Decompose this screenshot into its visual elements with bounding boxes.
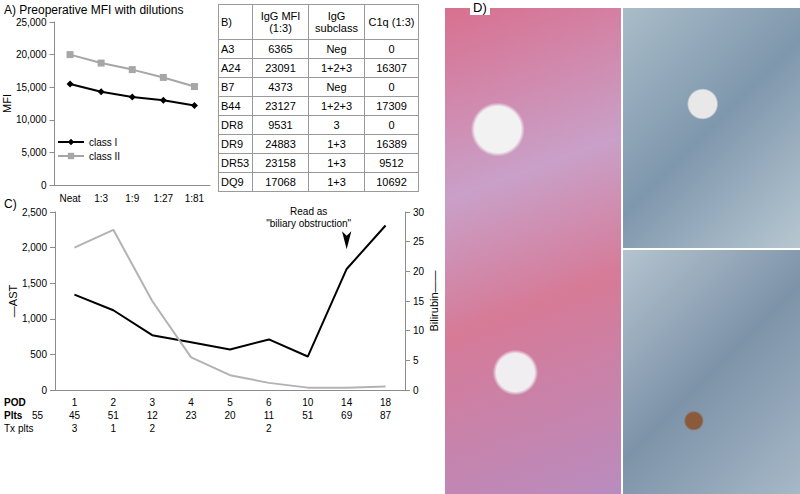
html-text:Neg: Neg xyxy=(326,43,347,55)
svg-text:1,000: 1,000 xyxy=(22,313,47,324)
svg-text:1: 1 xyxy=(111,423,117,434)
svg-text:30: 30 xyxy=(413,207,425,218)
html-text:9531: 9531 xyxy=(268,119,293,131)
svg-text:11: 11 xyxy=(264,410,275,421)
svg-text:15: 15 xyxy=(413,296,425,307)
html-text:B7: B7 xyxy=(221,81,235,93)
html-text:1+2+3: 1+2+3 xyxy=(320,100,353,112)
html-text:1+2+3: 1+2+3 xyxy=(320,62,353,74)
svg-text:87: 87 xyxy=(380,410,392,421)
svg-text:2,000: 2,000 xyxy=(22,242,47,253)
svg-text:Neat: Neat xyxy=(59,193,80,204)
html-text:C1q (1:3): C1q (1:3) xyxy=(368,16,415,28)
svg-text:1,500: 1,500 xyxy=(22,278,47,289)
html-text:DQ9: DQ9 xyxy=(221,176,244,188)
svg-text:0: 0 xyxy=(41,180,47,191)
html-text:10692: 10692 xyxy=(376,176,407,188)
svg-text:POD: POD xyxy=(4,397,26,408)
html-text:16307: 16307 xyxy=(376,62,407,74)
svg-text:2: 2 xyxy=(111,397,117,408)
html-text:IgG subclass: IgG subclass xyxy=(315,10,358,34)
html-text:B44: B44 xyxy=(221,100,241,112)
html-text:0: 0 xyxy=(388,81,395,93)
svg-text:Tx plts: Tx plts xyxy=(4,423,33,434)
svg-text:10: 10 xyxy=(302,397,314,408)
svg-text:4: 4 xyxy=(188,397,194,408)
html-text:DR9: DR9 xyxy=(221,138,243,150)
svg-text:12: 12 xyxy=(147,410,159,421)
svg-text:69: 69 xyxy=(341,410,353,421)
svg-text:25,000: 25,000 xyxy=(16,17,47,28)
svg-text:Plts: Plts xyxy=(4,410,23,421)
svg-text:—AST: —AST xyxy=(7,285,19,318)
html-text:DR8: DR8 xyxy=(221,119,243,131)
svg-text:"biliary obstruction": "biliary obstruction" xyxy=(266,218,351,229)
html-text:17068: 17068 xyxy=(265,176,296,188)
html-text:A24: A24 xyxy=(221,62,241,74)
svg-text:25: 25 xyxy=(413,236,425,247)
svg-text:55: 55 xyxy=(32,410,44,421)
svg-text:3: 3 xyxy=(72,423,78,434)
svg-text:1:9: 1:9 xyxy=(125,193,139,204)
svg-text:5,000: 5,000 xyxy=(21,147,46,158)
svg-text:5: 5 xyxy=(227,397,233,408)
svg-text:0: 0 xyxy=(41,385,47,396)
svg-text:class II: class II xyxy=(89,151,120,162)
svg-text:20,000: 20,000 xyxy=(16,49,47,60)
svg-text:2,500: 2,500 xyxy=(22,207,47,218)
html-text:3: 3 xyxy=(333,119,340,131)
html-text:4373: 4373 xyxy=(268,81,293,93)
svg-text:0: 0 xyxy=(413,385,419,396)
svg-text:18: 18 xyxy=(380,397,392,408)
svg-text:1:27: 1:27 xyxy=(154,193,174,204)
svg-text:51: 51 xyxy=(302,410,314,421)
html-text:IgG MFI (1:3): IgG MFI (1:3) xyxy=(260,10,301,34)
html-text:23091: 23091 xyxy=(265,62,296,74)
html-text:6365: 6365 xyxy=(268,43,293,55)
html-text:17309: 17309 xyxy=(376,100,407,112)
svg-text:15,000: 15,000 xyxy=(16,82,47,93)
html-text:9512: 9512 xyxy=(379,157,404,169)
svg-text:2: 2 xyxy=(149,423,155,434)
html-text:D): D) xyxy=(473,0,487,15)
html-text:23127: 23127 xyxy=(265,100,296,112)
svg-text:45: 45 xyxy=(69,410,81,421)
svg-text:2: 2 xyxy=(266,423,272,434)
svg-text:500: 500 xyxy=(30,349,47,360)
svg-text:C): C) xyxy=(4,197,17,211)
html-text:Neg: Neg xyxy=(326,81,347,93)
html-text:16389: 16389 xyxy=(376,138,407,150)
svg-text:class I: class I xyxy=(89,137,117,148)
html-text:1+3: 1+3 xyxy=(327,138,346,150)
svg-text:10,000: 10,000 xyxy=(16,114,47,125)
svg-text:20: 20 xyxy=(224,410,236,421)
html-text:A3: A3 xyxy=(221,43,235,55)
html-text:B): B) xyxy=(221,16,232,28)
html-text:24883: 24883 xyxy=(265,138,296,150)
html-text:1+3: 1+3 xyxy=(327,176,346,188)
svg-text:20: 20 xyxy=(413,266,425,277)
svg-text:Read as: Read as xyxy=(290,206,327,217)
svg-text:23: 23 xyxy=(186,410,198,421)
svg-text:A) Preoperative MFI with dilut: A) Preoperative MFI with dilutions xyxy=(4,3,183,17)
svg-text:10: 10 xyxy=(413,325,425,336)
svg-text:MFI: MFI xyxy=(1,94,13,113)
svg-text:1: 1 xyxy=(72,397,78,408)
svg-text:5: 5 xyxy=(413,355,419,366)
html-text:1+3: 1+3 xyxy=(327,157,346,169)
svg-text:6: 6 xyxy=(266,397,272,408)
html-text:0: 0 xyxy=(388,43,395,55)
svg-text:Bilirubin——: Bilirubin—— xyxy=(428,270,440,331)
svg-text:51: 51 xyxy=(108,410,120,421)
svg-text:1:81: 1:81 xyxy=(185,193,205,204)
html-text:0: 0 xyxy=(388,119,395,131)
svg-text:3: 3 xyxy=(149,397,155,408)
svg-text:1:3: 1:3 xyxy=(94,193,108,204)
html-text:23158: 23158 xyxy=(265,157,296,169)
html-text:DR53: DR53 xyxy=(221,157,250,169)
svg-text:14: 14 xyxy=(341,397,353,408)
